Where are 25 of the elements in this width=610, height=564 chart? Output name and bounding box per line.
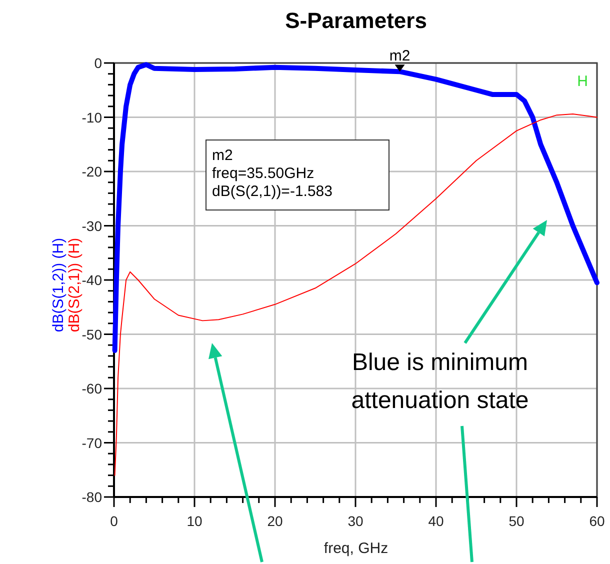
x-axis-title: freq, GHz (324, 540, 388, 557)
annotation: Blue is minimum attenuation state (351, 349, 529, 414)
annotation: m2 (389, 48, 410, 65)
chart-title: S-Parameters (285, 8, 427, 33)
y-tick-label: -30 (82, 218, 102, 234)
x-tick-label: 0 (110, 513, 118, 529)
text: dB(S(2,1)) (H) (66, 238, 83, 332)
x-tick-label: 50 (508, 513, 524, 529)
x-tick-label: 20 (267, 513, 283, 529)
y-tick-label: -70 (82, 434, 102, 451)
x-tick-label: 10 (186, 513, 202, 529)
y-tick-label: -10 (82, 109, 102, 126)
y-tick-label: 0 (94, 55, 102, 71)
x-tick-label: 60 (589, 513, 605, 529)
text: dB(S(1,2)) (H) (50, 238, 67, 332)
annotation: m2 freq=35.50GHz dB(S(2,1))=-1.583 (212, 147, 332, 200)
x-tick-label: 40 (428, 513, 444, 529)
x-tick-label: 30 (348, 513, 364, 529)
line-series (114, 113, 598, 476)
y-tick-label: -80 (82, 489, 102, 505)
y-tick-label: -20 (82, 164, 102, 180)
y-tick-label: -50 (82, 326, 102, 342)
annotation: H (577, 73, 588, 90)
y-tick-label: -40 (82, 272, 102, 288)
y-tick-label: -60 (82, 380, 102, 396)
